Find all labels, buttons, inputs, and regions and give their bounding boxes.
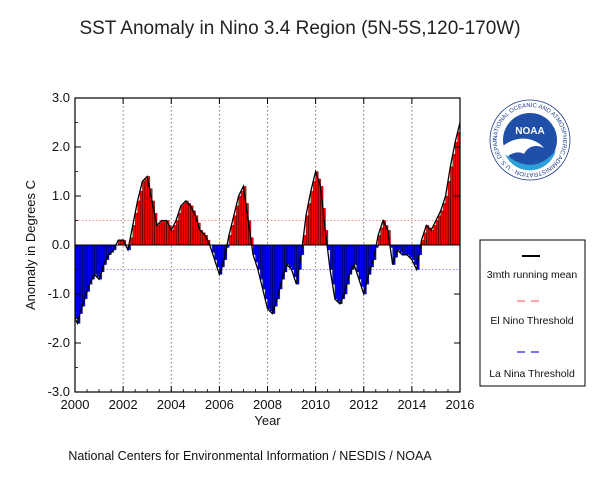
legend-el-nino-label: El Nino Threshold: [490, 315, 573, 327]
x-tick-label: 2016: [446, 397, 475, 412]
running-mean-group: [74, 122, 461, 326]
noaa-logo-icon: NATIONAL OCEANIC AND ATMOSPHERIC ADMINIS…: [489, 99, 571, 181]
x-tick-label: 2000: [61, 397, 90, 412]
y-axis-ticks: 3.0 2.0 1.0 0.0 -1.0 -2.0 -3.0: [48, 90, 460, 399]
legend-frame: [479, 239, 586, 387]
y-tick-label: 0.0: [52, 237, 70, 252]
y-tick-label: -2.0: [48, 335, 70, 350]
legend: 3mth running mean El Nino Threshold La N…: [479, 239, 586, 387]
footer-credit: National Centers for Environmental Infor…: [68, 449, 432, 463]
legend-mean-label: 3mth running mean: [487, 269, 578, 281]
plot-area: 3.02.01.00.0-1.0-2.0-3.0 2000 2002 2004 200…: [48, 90, 475, 412]
logo-wave: [505, 150, 556, 171]
x-tick-label: 2008: [253, 397, 282, 412]
x-axis-label: Year: [254, 413, 281, 428]
y-tick-label: 1.0: [52, 188, 70, 203]
chart-title: SST Anomaly in Nino 3.4 Region (5N-5S,12…: [79, 18, 520, 39]
x-tick-label: 2010: [301, 397, 330, 412]
y-tick-label: -3.0: [48, 384, 70, 399]
x-tick-label: 2006: [205, 397, 234, 412]
y-axis-label: Anomaly in Degrees C: [23, 180, 38, 310]
y-tick-label: -1.0: [48, 286, 70, 301]
y-tick-label: 3.0: [52, 90, 70, 105]
x-tick-label: 2012: [349, 397, 378, 412]
logo-bird: [502, 138, 544, 160]
y-tick-label: 2.0: [52, 139, 70, 154]
legend-la-nina-label: La Nina Threshold: [489, 368, 575, 380]
x-tick-label: 2014: [397, 397, 426, 412]
x-tick-label: 2004: [157, 397, 186, 412]
gridlines: [122, 98, 413, 392]
running-mean-line: [74, 122, 461, 326]
x-tick-label: 2002: [109, 397, 138, 412]
logo-wordmark: NOAA: [515, 126, 544, 137]
x-axis-ticks: 2000 2002 2004 2006 2008 2010 2012 2014 2016: [61, 98, 475, 412]
